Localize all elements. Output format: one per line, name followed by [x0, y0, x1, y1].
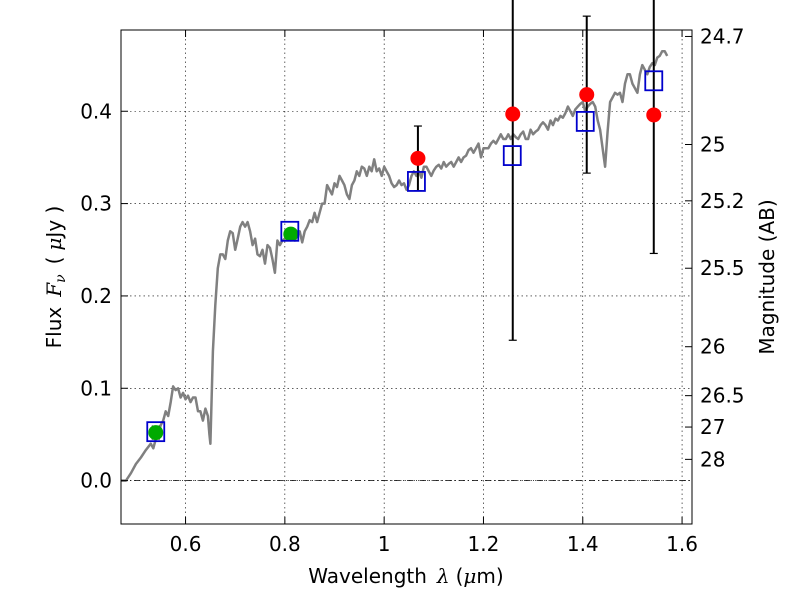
right-tick-label: 25.2 [700, 189, 745, 213]
right-axis-label: Magnitude (AB) [755, 199, 779, 354]
y-axis-unit-mu: μ [42, 238, 66, 251]
x-axis-unit-mu: μ [463, 564, 476, 588]
y-tick-label: 0.0 [80, 469, 112, 493]
x-tick-label: 1.6 [666, 532, 698, 556]
synthetic-flux-square [575, 111, 595, 132]
detection-flux-point [148, 425, 164, 441]
detection-flux-point [283, 226, 299, 242]
right-tick-label: 28 [700, 447, 725, 471]
measured-flux-point [505, 106, 521, 122]
right-tick-label: 27 [700, 415, 725, 439]
y-axis-nu-subscript: ν [53, 274, 69, 283]
x-tick-label: 0.6 [170, 532, 202, 556]
y-axis-f-symbol: F [42, 282, 66, 298]
synthetic-flux-square [146, 421, 166, 443]
x-axis-label-prefix: Wavelength [308, 564, 427, 588]
model-spectrum-line [121, 49, 669, 482]
synthetic-flux-square [407, 171, 426, 192]
x-tick-label: 1.2 [468, 532, 500, 556]
x-tick-label: 1 [378, 532, 391, 556]
y-axis-label-prefix: Flux [42, 307, 66, 349]
grid [121, 30, 692, 524]
x-axis-lambda-symbol: λ [436, 564, 450, 588]
synthetic-flux-square [502, 145, 522, 166]
model-spectrum [121, 49, 669, 482]
right-tick-label: 24.7 [700, 24, 745, 48]
x-tick-label: 1.4 [567, 532, 599, 556]
measured-flux-point [579, 87, 595, 103]
y-axis-open-paren: ( [42, 257, 66, 265]
y-tick-label: 0.1 [80, 376, 112, 400]
right-tick-label: 26 [700, 335, 725, 359]
right-tick-label: 25 [700, 132, 725, 156]
data-points [146, 70, 664, 443]
error-bars [151, 0, 658, 440]
y-axis-unit: Jy ) [42, 206, 66, 240]
y-tick-label: 0.3 [80, 192, 112, 216]
x-axis-open-paren: ( [456, 564, 464, 588]
measured-flux-point [646, 107, 662, 123]
y-axis-label: Flux Fν ( μJy ) [42, 206, 69, 349]
x-tick-label: 0.8 [269, 532, 301, 556]
x-axis-label: Wavelength λ (μm) [308, 564, 503, 588]
synthetic-flux-square [280, 220, 300, 242]
y-tick-label: 0.4 [80, 99, 112, 123]
y-tick-label: 0.2 [80, 284, 112, 308]
right-tick-label: 25.5 [700, 256, 745, 280]
right-tick-label: 26.5 [700, 384, 745, 408]
synthetic-flux-square [644, 70, 664, 92]
measured-flux-point [410, 150, 426, 166]
x-axis-unit: m) [476, 564, 503, 588]
plot-frame [120, 29, 693, 525]
axis-ticks: 0.6 0.8 1 1.2 1.4 1.6 0.0 0.1 0.2 0.3 0.4 24.7 25 25.… [80, 24, 744, 556]
